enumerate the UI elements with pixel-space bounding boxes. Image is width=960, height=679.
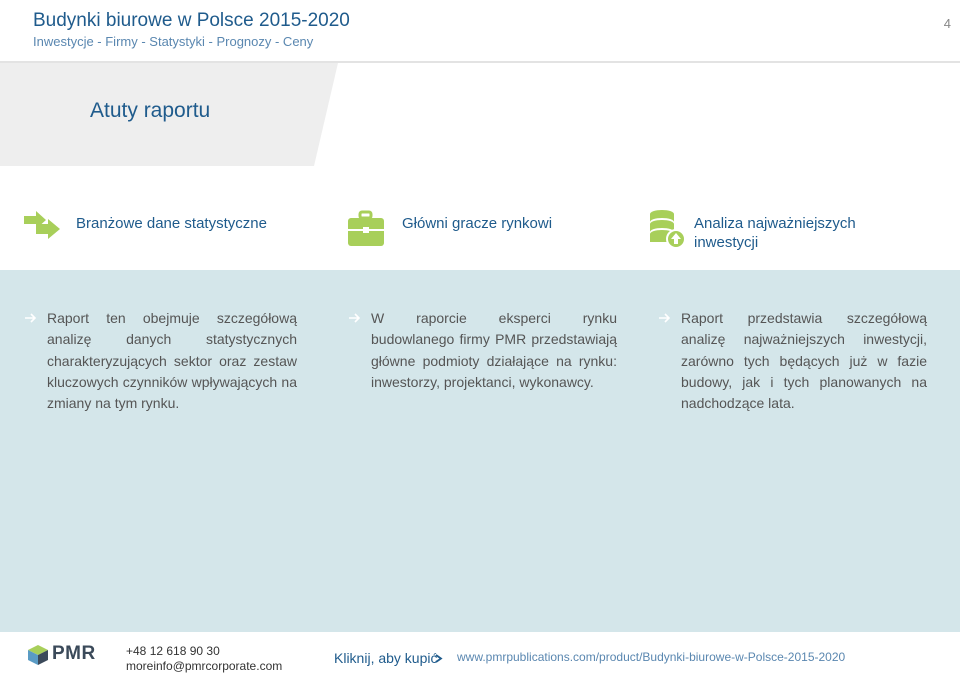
- product-url-link[interactable]: www.pmrpublications.com/product/Budynki-…: [457, 650, 846, 664]
- feature-label: Branżowe dane statystyczne: [76, 215, 267, 232]
- header-divider: [0, 61, 960, 63]
- pmr-logo-icon: [28, 645, 48, 665]
- buy-link[interactable]: Kliknij, aby kupić: [334, 650, 438, 666]
- column-text: Raport ten obejmuje szczegółową analizę …: [47, 310, 297, 412]
- report-title: Budynki biurowe w Polsce 2015-2020: [33, 10, 350, 31]
- page-number: 4: [943, 16, 951, 31]
- feature-label: Główni gracze rynkowi: [402, 215, 553, 232]
- pmr-logo-text: PMR: [52, 643, 96, 664]
- contact-phone: +48 12 618 90 30: [126, 644, 220, 658]
- section-banner: Atuty raportu: [0, 63, 340, 166]
- page-footer: PMR +48 12 618 90 30 moreinfo@pmrcorpora…: [0, 632, 960, 679]
- feature-label-line1: Analiza najważniejszych: [694, 215, 856, 232]
- arrows-icon: [24, 211, 60, 239]
- feature-label-line2: inwestycji: [694, 234, 759, 251]
- section-title: Atuty raportu: [90, 99, 211, 122]
- coins-icon: [650, 210, 686, 249]
- arrow-right-icon: [659, 313, 671, 323]
- briefcase-icon: [348, 210, 384, 246]
- content-panel: [0, 270, 960, 632]
- report-subtitle: Inwestycje - Firmy - Statystyki - Progno…: [33, 34, 314, 49]
- banner-shape: [0, 63, 338, 166]
- arrow-right-icon: [25, 313, 37, 323]
- chevron-right-icon[interactable]: [435, 654, 443, 663]
- column-text: Raport przedstawia szczegółową analizę n…: [681, 310, 927, 412]
- page-header: Budynki biurowe w Polsce 2015-2020 Inwes…: [0, 0, 960, 62]
- feature-label: Analiza najważniejszych inwestycji: [694, 214, 944, 252]
- arrow-right-icon: [349, 313, 361, 323]
- contact-email[interactable]: moreinfo@pmrcorporate.com: [126, 659, 283, 673]
- column-text: W raporcie eksperci rynku budowlanego fi…: [371, 310, 617, 390]
